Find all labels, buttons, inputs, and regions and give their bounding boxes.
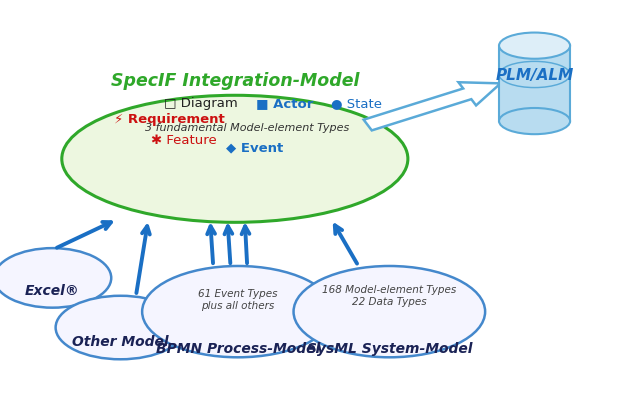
Text: ✱ Feature: ✱ Feature — [151, 135, 217, 147]
Text: ◆ Event: ◆ Event — [226, 141, 283, 154]
Text: Other Model: Other Model — [72, 335, 169, 349]
Text: Excel®: Excel® — [25, 284, 80, 298]
Text: BPMN Process-Model: BPMN Process-Model — [156, 342, 320, 356]
Ellipse shape — [62, 95, 408, 222]
Text: PLM/ALM: PLM/ALM — [496, 68, 574, 83]
Text: □ Diagram: □ Diagram — [164, 97, 237, 110]
Text: ⚡ Requirement: ⚡ Requirement — [114, 113, 225, 125]
Text: 168 Model-element Types
22 Data Types: 168 Model-element Types 22 Data Types — [322, 285, 457, 306]
Text: 61 Event Types
plus all others: 61 Event Types plus all others — [198, 289, 277, 310]
Ellipse shape — [56, 296, 185, 359]
Ellipse shape — [294, 266, 485, 357]
Ellipse shape — [0, 248, 111, 308]
Text: 3 fundamental Model-element Types: 3 fundamental Model-element Types — [145, 123, 349, 133]
Bar — [499, 46, 570, 121]
Ellipse shape — [499, 33, 570, 59]
Ellipse shape — [499, 108, 570, 134]
Ellipse shape — [142, 266, 334, 357]
Text: ● State: ● State — [331, 97, 382, 110]
Text: SpecIF Integration-Model: SpecIF Integration-Model — [111, 72, 359, 91]
Polygon shape — [363, 82, 501, 130]
Text: SysML System-Model: SysML System-Model — [307, 342, 472, 356]
Text: ■ Actor: ■ Actor — [256, 97, 314, 110]
